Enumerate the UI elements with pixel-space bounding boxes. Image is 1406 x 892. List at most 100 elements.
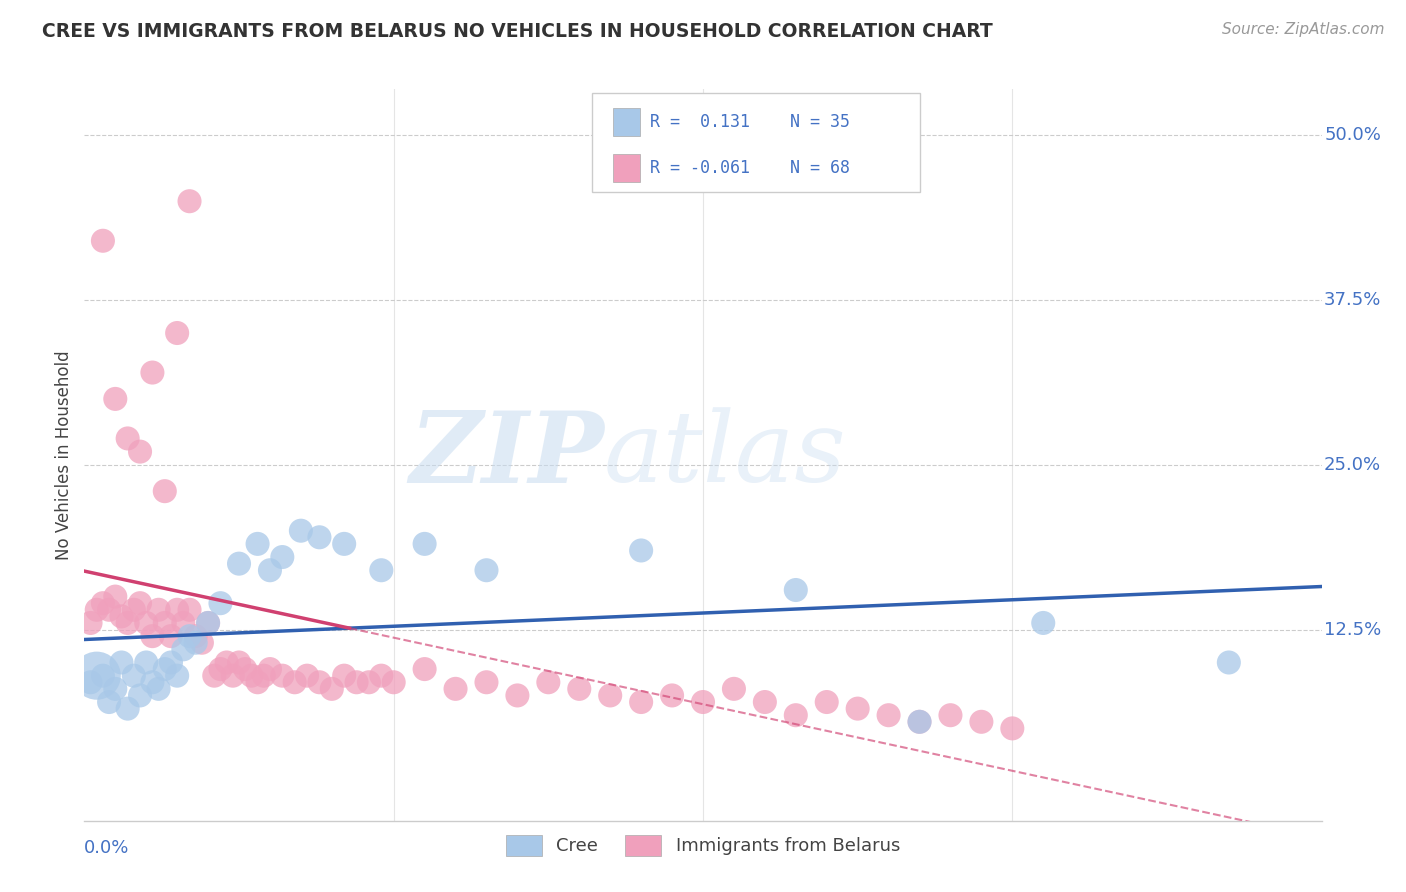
Point xyxy=(141,366,163,380)
Point xyxy=(166,603,188,617)
Point xyxy=(630,695,652,709)
Text: 0.0%: 0.0% xyxy=(84,838,129,857)
Point xyxy=(153,615,176,630)
Text: R =  0.131    N = 35: R = 0.131 N = 35 xyxy=(650,113,849,131)
Point xyxy=(1001,722,1024,736)
Point xyxy=(129,444,152,458)
Point xyxy=(228,656,250,670)
Point xyxy=(160,629,183,643)
Point xyxy=(79,615,101,630)
Point xyxy=(357,675,380,690)
Point xyxy=(785,708,807,723)
Point xyxy=(877,708,900,723)
Point xyxy=(271,550,294,565)
Point xyxy=(153,484,176,499)
Point xyxy=(129,689,152,703)
Point xyxy=(290,524,312,538)
Point xyxy=(122,603,145,617)
Point xyxy=(110,656,132,670)
Point xyxy=(506,689,529,703)
Point xyxy=(153,662,176,676)
Point xyxy=(122,668,145,682)
Point xyxy=(91,596,114,610)
Point xyxy=(179,194,201,209)
Point xyxy=(172,642,194,657)
Text: 12.5%: 12.5% xyxy=(1324,621,1381,639)
Point xyxy=(259,662,281,676)
Point xyxy=(333,537,356,551)
Point xyxy=(79,675,101,690)
Point xyxy=(370,668,392,682)
Point xyxy=(815,695,838,709)
Point xyxy=(91,234,114,248)
Point xyxy=(259,563,281,577)
Point xyxy=(129,596,152,610)
Point xyxy=(179,629,201,643)
Point xyxy=(692,695,714,709)
Text: CREE VS IMMIGRANTS FROM BELARUS NO VEHICLES IN HOUSEHOLD CORRELATION CHART: CREE VS IMMIGRANTS FROM BELARUS NO VEHIC… xyxy=(42,22,993,41)
Point xyxy=(1218,656,1240,670)
Text: atlas: atlas xyxy=(605,408,846,502)
Point xyxy=(184,636,207,650)
Point xyxy=(191,636,214,650)
Point xyxy=(370,563,392,577)
Point xyxy=(346,675,368,690)
Point xyxy=(233,662,256,676)
Point xyxy=(148,681,170,696)
Point xyxy=(141,675,163,690)
Point xyxy=(475,675,498,690)
Point xyxy=(104,590,127,604)
Bar xyxy=(613,154,640,182)
Point xyxy=(222,668,245,682)
Point xyxy=(202,668,225,682)
Point xyxy=(166,668,188,682)
Point xyxy=(141,629,163,643)
Text: 37.5%: 37.5% xyxy=(1324,291,1382,309)
Point xyxy=(209,596,232,610)
Legend: Cree, Immigrants from Belarus: Cree, Immigrants from Belarus xyxy=(499,828,907,863)
Point xyxy=(284,675,307,690)
Point xyxy=(413,662,436,676)
Point xyxy=(308,530,330,544)
Point xyxy=(661,689,683,703)
Point xyxy=(253,668,276,682)
Point xyxy=(197,615,219,630)
Point xyxy=(271,668,294,682)
Text: Source: ZipAtlas.com: Source: ZipAtlas.com xyxy=(1222,22,1385,37)
Point xyxy=(475,563,498,577)
Point xyxy=(246,675,269,690)
Point xyxy=(135,656,157,670)
Point xyxy=(246,537,269,551)
Point xyxy=(209,662,232,676)
Point xyxy=(228,557,250,571)
Point xyxy=(970,714,993,729)
Y-axis label: No Vehicles in Household: No Vehicles in Household xyxy=(55,350,73,560)
Point xyxy=(599,689,621,703)
Point xyxy=(382,675,405,690)
Point xyxy=(908,714,931,729)
Point xyxy=(908,714,931,729)
Point xyxy=(98,695,121,709)
Point xyxy=(104,681,127,696)
Point xyxy=(754,695,776,709)
Point xyxy=(240,668,263,682)
Point xyxy=(184,629,207,643)
Point xyxy=(785,582,807,597)
Point xyxy=(846,701,869,715)
Point xyxy=(86,668,108,682)
Point xyxy=(166,326,188,340)
Text: 50.0%: 50.0% xyxy=(1324,127,1381,145)
Point xyxy=(148,603,170,617)
Point xyxy=(110,609,132,624)
Text: R = -0.061    N = 68: R = -0.061 N = 68 xyxy=(650,159,849,177)
Point xyxy=(197,615,219,630)
Point xyxy=(444,681,467,696)
Point xyxy=(98,603,121,617)
Point xyxy=(939,708,962,723)
Point xyxy=(321,681,343,696)
Point xyxy=(333,668,356,682)
FancyBboxPatch shape xyxy=(592,93,920,192)
Point xyxy=(537,675,560,690)
Point xyxy=(308,675,330,690)
Bar xyxy=(613,108,640,136)
